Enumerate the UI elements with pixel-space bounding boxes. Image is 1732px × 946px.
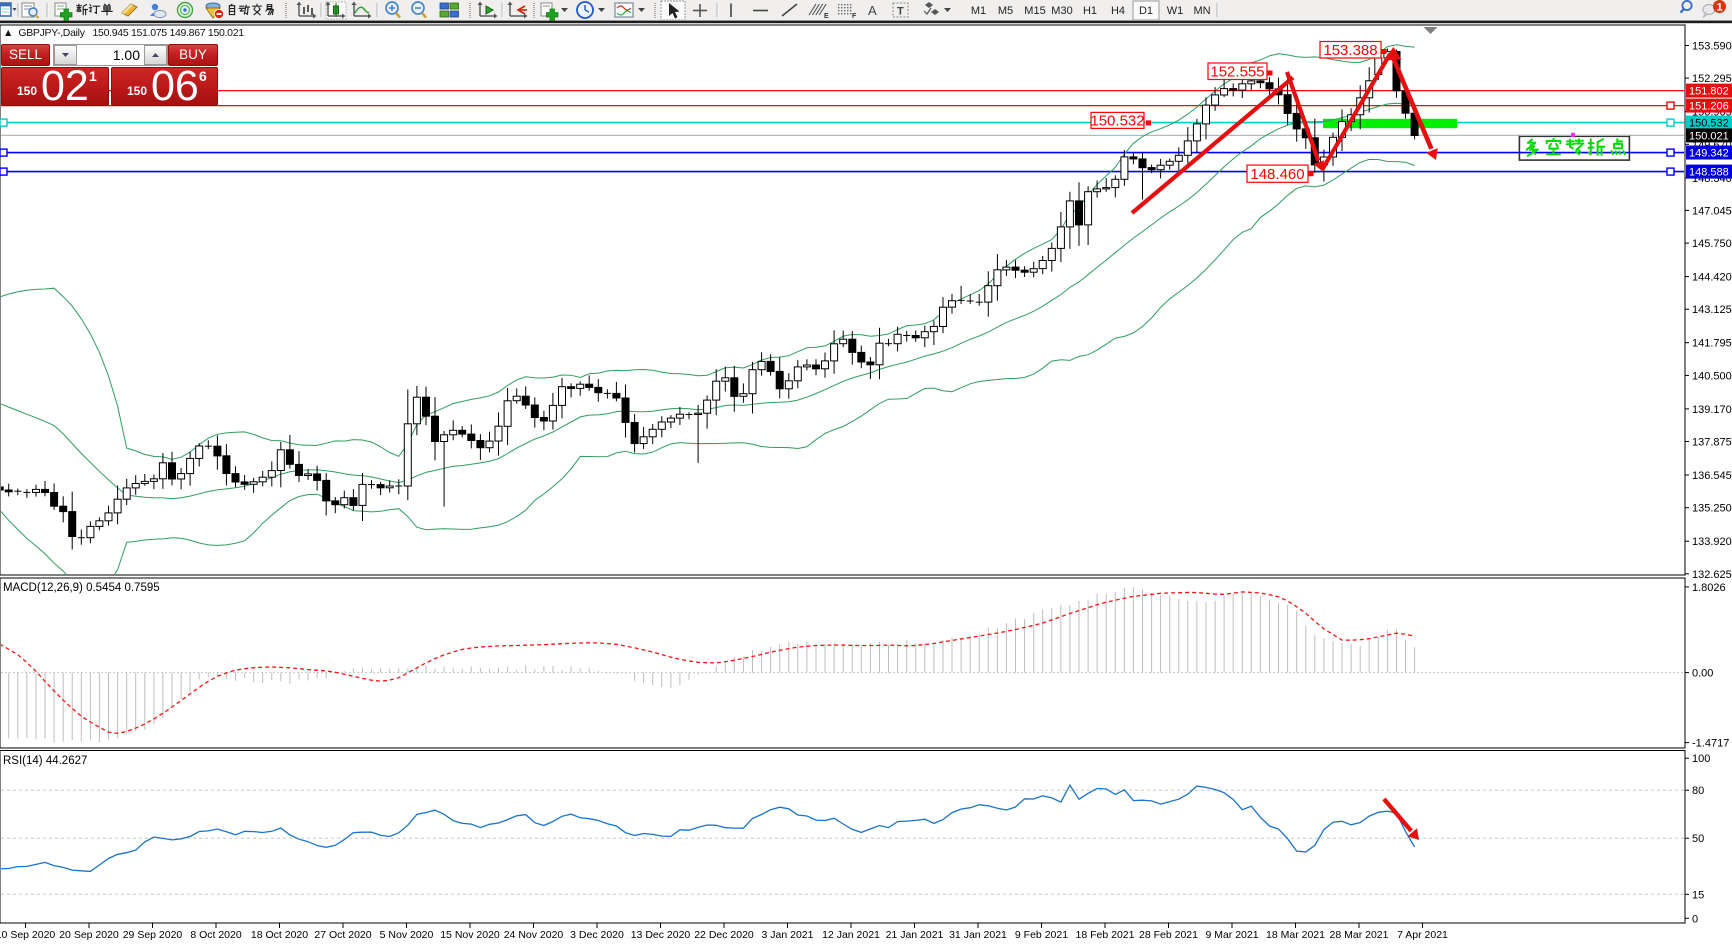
svg-text:1: 1: [1716, 2, 1722, 14]
svg-text:5 Nov 2020: 5 Nov 2020: [380, 929, 434, 941]
svg-text:50: 50: [1692, 833, 1704, 845]
svg-text:145.750: 145.750: [1692, 238, 1732, 250]
svg-text:132.625: 132.625: [1692, 569, 1732, 581]
svg-text:135.250: 135.250: [1692, 503, 1732, 515]
svg-text:3 Dec 2020: 3 Dec 2020: [570, 929, 624, 941]
svg-text:W1: W1: [1167, 5, 1184, 17]
svg-text:10 Sep 2020: 10 Sep 2020: [0, 929, 55, 941]
svg-text:F: F: [852, 13, 857, 20]
svg-text:24 Nov 2020: 24 Nov 2020: [504, 929, 564, 941]
svg-text:0.00: 0.00: [1692, 668, 1713, 680]
svg-text:140.500: 140.500: [1692, 370, 1732, 382]
svg-text:29 Sep 2020: 29 Sep 2020: [123, 929, 183, 941]
svg-text:-1.4717: -1.4717: [1692, 738, 1729, 750]
svg-text:80: 80: [1692, 785, 1704, 797]
svg-text:27 Oct 2020: 27 Oct 2020: [314, 929, 371, 941]
svg-text:8 Oct 2020: 8 Oct 2020: [190, 929, 242, 941]
svg-text:18 Feb 2021: 18 Feb 2021: [1076, 929, 1135, 941]
svg-text:28 Feb 2021: 28 Feb 2021: [1139, 929, 1198, 941]
svg-text:150.021: 150.021: [1689, 130, 1729, 142]
svg-text:MACD(12,26,9) 0.5454 0.7595: MACD(12,26,9) 0.5454 0.7595: [3, 582, 160, 594]
svg-text:152.295: 152.295: [1692, 73, 1732, 85]
svg-text:150.532: 150.532: [1689, 118, 1729, 130]
svg-text:136.545: 136.545: [1692, 470, 1732, 482]
svg-text:15 Nov 2020: 15 Nov 2020: [440, 929, 500, 941]
svg-text:H1: H1: [1083, 5, 1097, 17]
svg-text:0: 0: [1692, 913, 1698, 925]
svg-text:T: T: [897, 6, 904, 18]
svg-text:D1: D1: [1139, 5, 1153, 17]
svg-text:31 Jan 2021: 31 Jan 2021: [949, 929, 1007, 941]
svg-text:9 Feb 2021: 9 Feb 2021: [1015, 929, 1068, 941]
svg-text:143.125: 143.125: [1692, 304, 1732, 316]
svg-text:100: 100: [1692, 753, 1710, 765]
svg-text:A: A: [868, 3, 877, 18]
svg-text:153.388: 153.388: [1323, 42, 1377, 59]
svg-text:18 Oct 2020: 18 Oct 2020: [251, 929, 308, 941]
svg-text:18 Mar 2021: 18 Mar 2021: [1266, 929, 1325, 941]
svg-text:7 Apr 2021: 7 Apr 2021: [1397, 929, 1448, 941]
svg-text:RSI(14) 44.2627: RSI(14) 44.2627: [3, 755, 87, 767]
svg-text:151.802: 151.802: [1689, 86, 1729, 98]
svg-text:148.460: 148.460: [1250, 166, 1304, 183]
svg-text:M15: M15: [1024, 5, 1045, 17]
svg-text:144.420: 144.420: [1692, 272, 1732, 284]
svg-text:149.342: 149.342: [1689, 148, 1729, 160]
svg-text:H4: H4: [1111, 5, 1125, 17]
svg-text:28 Mar 2021: 28 Mar 2021: [1330, 929, 1389, 941]
svg-text:E: E: [824, 13, 829, 20]
svg-text:141.795: 141.795: [1692, 338, 1732, 350]
svg-text:MN: MN: [1193, 5, 1210, 17]
svg-text:M5: M5: [998, 5, 1013, 17]
svg-text:133.920: 133.920: [1692, 536, 1732, 548]
svg-text:147.045: 147.045: [1692, 205, 1732, 217]
svg-text:M1: M1: [971, 5, 986, 17]
svg-text:1.8026: 1.8026: [1692, 582, 1726, 594]
svg-text:148.588: 148.588: [1689, 167, 1729, 179]
svg-text:20 Sep 2020: 20 Sep 2020: [59, 929, 119, 941]
svg-text:3 Jan 2021: 3 Jan 2021: [762, 929, 814, 941]
svg-text:M30: M30: [1051, 5, 1072, 17]
svg-text:153.590: 153.590: [1692, 41, 1732, 53]
svg-text:22 Dec 2020: 22 Dec 2020: [694, 929, 754, 941]
svg-text:137.875: 137.875: [1692, 437, 1732, 449]
svg-text:12 Jan 2021: 12 Jan 2021: [822, 929, 880, 941]
svg-text:21 Jan 2021: 21 Jan 2021: [886, 929, 944, 941]
svg-text:150.532: 150.532: [1090, 113, 1144, 130]
svg-text:13 Dec 2020: 13 Dec 2020: [631, 929, 691, 941]
svg-text:152.555: 152.555: [1210, 64, 1264, 81]
svg-text:139.170: 139.170: [1692, 404, 1732, 416]
svg-text:15: 15: [1692, 889, 1704, 901]
svg-text:9 Mar 2021: 9 Mar 2021: [1205, 929, 1258, 941]
svg-text:151.206: 151.206: [1689, 101, 1729, 113]
